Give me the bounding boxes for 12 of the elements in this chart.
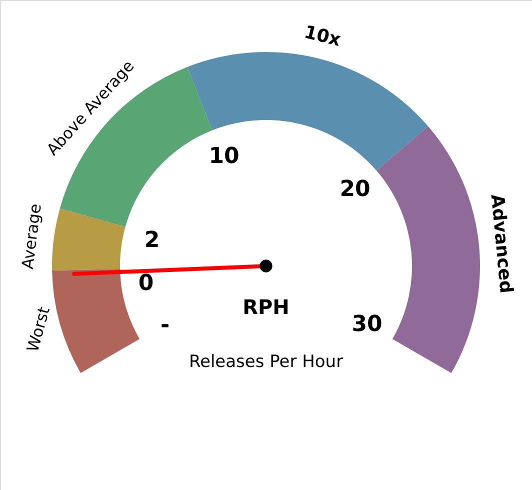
text: 10 — [208, 144, 240, 169]
text: Releases Per Hour — [188, 352, 344, 372]
slice-label: Advanced — [486, 193, 517, 294]
text: 0 — [138, 271, 154, 296]
slice-label: Average — [18, 202, 45, 270]
text: 20 — [340, 177, 370, 202]
slice-label: Worst — [22, 304, 54, 354]
slice-label: 10x — [302, 22, 344, 51]
text: 2 — [144, 228, 160, 253]
text: 30 — [352, 312, 382, 337]
text: - — [160, 313, 170, 338]
text: RPH — [242, 295, 290, 319]
